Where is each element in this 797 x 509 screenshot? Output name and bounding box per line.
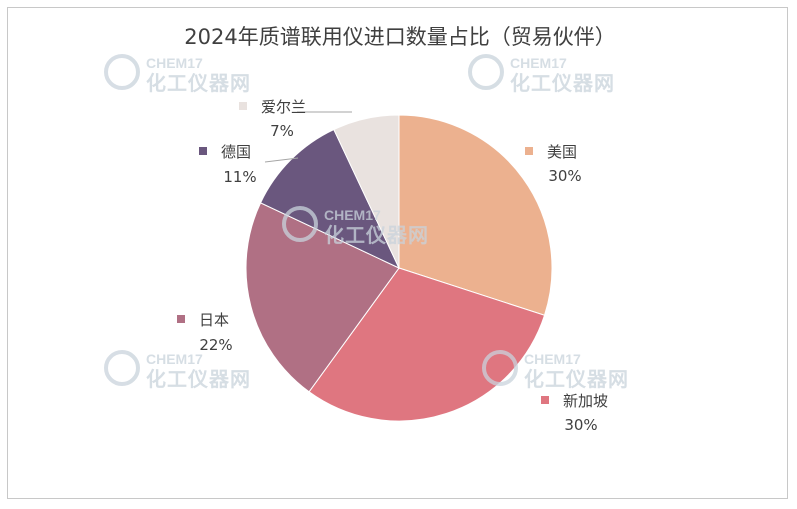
- globe-e-logo-icon: [104, 350, 140, 386]
- globe-e-logo-icon: [468, 54, 504, 90]
- slice-value-label: 7%: [270, 122, 294, 140]
- watermark-name: 化工仪器网: [146, 71, 251, 95]
- chart-title: 2024年质谱联用仪进口数量占比（贸易伙伴）: [184, 25, 615, 49]
- pie-slice-5: [333, 114, 400, 269]
- watermark-name: 化工仪器网: [524, 367, 629, 391]
- slice-name-label: 新加坡: [563, 392, 608, 410]
- watermark-brand: CHEM17: [524, 351, 581, 367]
- legend-swatch-2: [541, 396, 549, 404]
- pie-slice-1: [398, 114, 553, 316]
- watermark-brand: CHEM17: [146, 55, 203, 71]
- legend-swatch-5: [239, 102, 247, 110]
- watermark-brand: CHEM17: [324, 207, 381, 223]
- slice-name-label: 日本: [199, 311, 229, 329]
- globe-e-logo-icon: [104, 54, 140, 90]
- watermark-name: 化工仪器网: [146, 367, 251, 391]
- watermark-name: 化工仪器网: [510, 71, 615, 95]
- watermark-brand: CHEM17: [146, 351, 203, 367]
- slice-value-label: 30%: [564, 416, 597, 434]
- leader-line-4: [264, 157, 299, 163]
- slice-value-label: 30%: [548, 167, 581, 185]
- slice-name-label: 德国: [221, 143, 251, 161]
- legend-swatch-1: [525, 147, 533, 155]
- pie-slice-4: [259, 128, 401, 270]
- watermark-brand: CHEM17: [510, 55, 567, 71]
- watermark-name: 化工仪器网: [324, 223, 429, 247]
- slice-name-label: 爱尔兰: [261, 98, 306, 116]
- slice-name-label: 美国: [547, 143, 577, 161]
- globe-e-logo-icon: [482, 350, 518, 386]
- legend-swatch-3: [177, 315, 185, 323]
- pie-slice-2: [308, 267, 546, 422]
- legend-swatch-4: [199, 147, 207, 155]
- slice-value-label: 22%: [199, 336, 232, 354]
- globe-e-logo-icon: [282, 206, 318, 242]
- slice-value-label: 11%: [223, 168, 256, 186]
